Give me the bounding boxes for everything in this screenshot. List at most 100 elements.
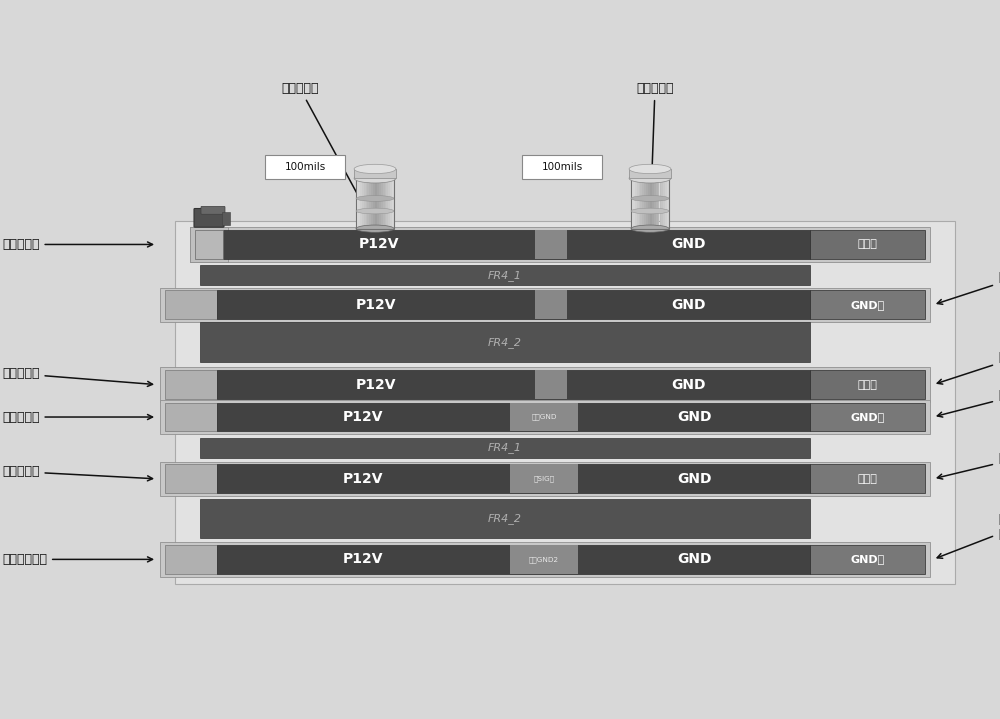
Text: 第九电源面: 第九电源面 bbox=[2, 465, 153, 481]
Text: 平面GND2: 平面GND2 bbox=[529, 556, 559, 563]
Bar bbox=[660, 178, 661, 229]
Text: GND: GND bbox=[671, 377, 706, 392]
Ellipse shape bbox=[629, 174, 671, 183]
FancyBboxPatch shape bbox=[200, 322, 810, 362]
Bar bbox=[639, 178, 640, 229]
Bar bbox=[661, 178, 663, 229]
Bar bbox=[364, 178, 366, 229]
Text: 第十二电源
面: 第十二电源 面 bbox=[937, 513, 1000, 558]
Bar bbox=[667, 178, 669, 229]
Bar bbox=[637, 178, 639, 229]
FancyBboxPatch shape bbox=[165, 403, 217, 431]
Bar bbox=[388, 178, 390, 229]
FancyBboxPatch shape bbox=[810, 545, 925, 574]
Text: 号SIG层: 号SIG层 bbox=[533, 475, 555, 482]
Bar bbox=[642, 178, 644, 229]
Text: 第六电源面: 第六电源面 bbox=[937, 351, 1000, 384]
FancyBboxPatch shape bbox=[165, 545, 217, 574]
FancyBboxPatch shape bbox=[217, 290, 810, 319]
Bar bbox=[377, 178, 379, 229]
Bar bbox=[384, 178, 386, 229]
FancyBboxPatch shape bbox=[200, 265, 810, 285]
Text: P12V: P12V bbox=[343, 410, 384, 424]
FancyBboxPatch shape bbox=[810, 464, 925, 493]
Bar bbox=[665, 178, 667, 229]
FancyBboxPatch shape bbox=[160, 400, 930, 434]
Bar bbox=[390, 178, 392, 229]
FancyBboxPatch shape bbox=[165, 370, 217, 399]
Bar bbox=[371, 178, 373, 229]
Bar bbox=[646, 178, 648, 229]
Bar bbox=[631, 178, 633, 229]
Bar bbox=[644, 178, 646, 229]
Bar bbox=[383, 178, 385, 229]
Text: 第五电源面: 第五电源面 bbox=[2, 367, 153, 386]
FancyBboxPatch shape bbox=[510, 545, 578, 574]
Text: GND: GND bbox=[677, 552, 711, 567]
Ellipse shape bbox=[354, 165, 396, 174]
FancyBboxPatch shape bbox=[165, 464, 217, 493]
Bar bbox=[373, 178, 375, 229]
Bar bbox=[640, 178, 642, 229]
Text: FR4_2: FR4_2 bbox=[488, 513, 522, 524]
FancyBboxPatch shape bbox=[222, 212, 230, 225]
Bar bbox=[392, 178, 394, 229]
FancyBboxPatch shape bbox=[535, 370, 567, 399]
Bar bbox=[635, 178, 637, 229]
Text: 第四电源面: 第四电源面 bbox=[937, 271, 1000, 304]
Bar bbox=[369, 178, 371, 229]
Text: GND层: GND层 bbox=[850, 554, 885, 564]
FancyBboxPatch shape bbox=[200, 438, 810, 458]
Text: GND: GND bbox=[677, 410, 711, 424]
Text: 第十电源面: 第十电源面 bbox=[937, 452, 1000, 479]
Text: 第十一电源面: 第十一电源面 bbox=[2, 553, 153, 566]
Text: FR4_1: FR4_1 bbox=[488, 442, 522, 454]
Bar bbox=[656, 178, 658, 229]
Ellipse shape bbox=[631, 225, 669, 232]
Bar bbox=[386, 178, 388, 229]
Bar bbox=[658, 178, 659, 229]
Bar bbox=[356, 178, 358, 229]
Ellipse shape bbox=[631, 209, 669, 214]
FancyBboxPatch shape bbox=[217, 464, 810, 493]
Bar bbox=[360, 178, 362, 229]
Text: P12V: P12V bbox=[343, 552, 384, 567]
FancyBboxPatch shape bbox=[201, 206, 225, 214]
Bar bbox=[652, 178, 654, 229]
FancyBboxPatch shape bbox=[510, 403, 578, 431]
FancyBboxPatch shape bbox=[510, 464, 578, 493]
Bar bbox=[358, 178, 360, 229]
Text: 信号层: 信号层 bbox=[858, 474, 877, 484]
FancyBboxPatch shape bbox=[160, 542, 930, 577]
Text: 第二电源面: 第二电源面 bbox=[636, 82, 674, 222]
Text: P12V: P12V bbox=[359, 237, 399, 252]
Text: 100mils: 100mils bbox=[284, 162, 326, 172]
FancyBboxPatch shape bbox=[160, 367, 930, 402]
FancyBboxPatch shape bbox=[810, 230, 925, 259]
Text: P12V: P12V bbox=[343, 472, 384, 486]
Ellipse shape bbox=[356, 196, 394, 201]
Bar bbox=[648, 178, 650, 229]
FancyBboxPatch shape bbox=[217, 370, 810, 399]
Text: GND: GND bbox=[671, 237, 706, 252]
FancyBboxPatch shape bbox=[522, 155, 602, 178]
FancyBboxPatch shape bbox=[194, 209, 224, 227]
FancyBboxPatch shape bbox=[354, 169, 396, 178]
Bar bbox=[381, 178, 383, 229]
FancyBboxPatch shape bbox=[535, 290, 567, 319]
Bar bbox=[362, 178, 364, 229]
Text: GND: GND bbox=[677, 472, 711, 486]
Ellipse shape bbox=[356, 225, 394, 232]
Text: GND层: GND层 bbox=[850, 300, 885, 310]
Text: 第三电源面: 第三电源面 bbox=[2, 238, 153, 251]
FancyBboxPatch shape bbox=[165, 290, 217, 319]
FancyBboxPatch shape bbox=[223, 230, 810, 259]
Text: P12V: P12V bbox=[356, 298, 396, 312]
Bar bbox=[654, 178, 656, 229]
Bar bbox=[379, 178, 381, 229]
Ellipse shape bbox=[631, 196, 669, 201]
FancyBboxPatch shape bbox=[217, 403, 810, 431]
Bar bbox=[366, 178, 367, 229]
Text: GND层: GND层 bbox=[850, 412, 885, 422]
Text: 第一电源面: 第一电源面 bbox=[281, 82, 373, 223]
